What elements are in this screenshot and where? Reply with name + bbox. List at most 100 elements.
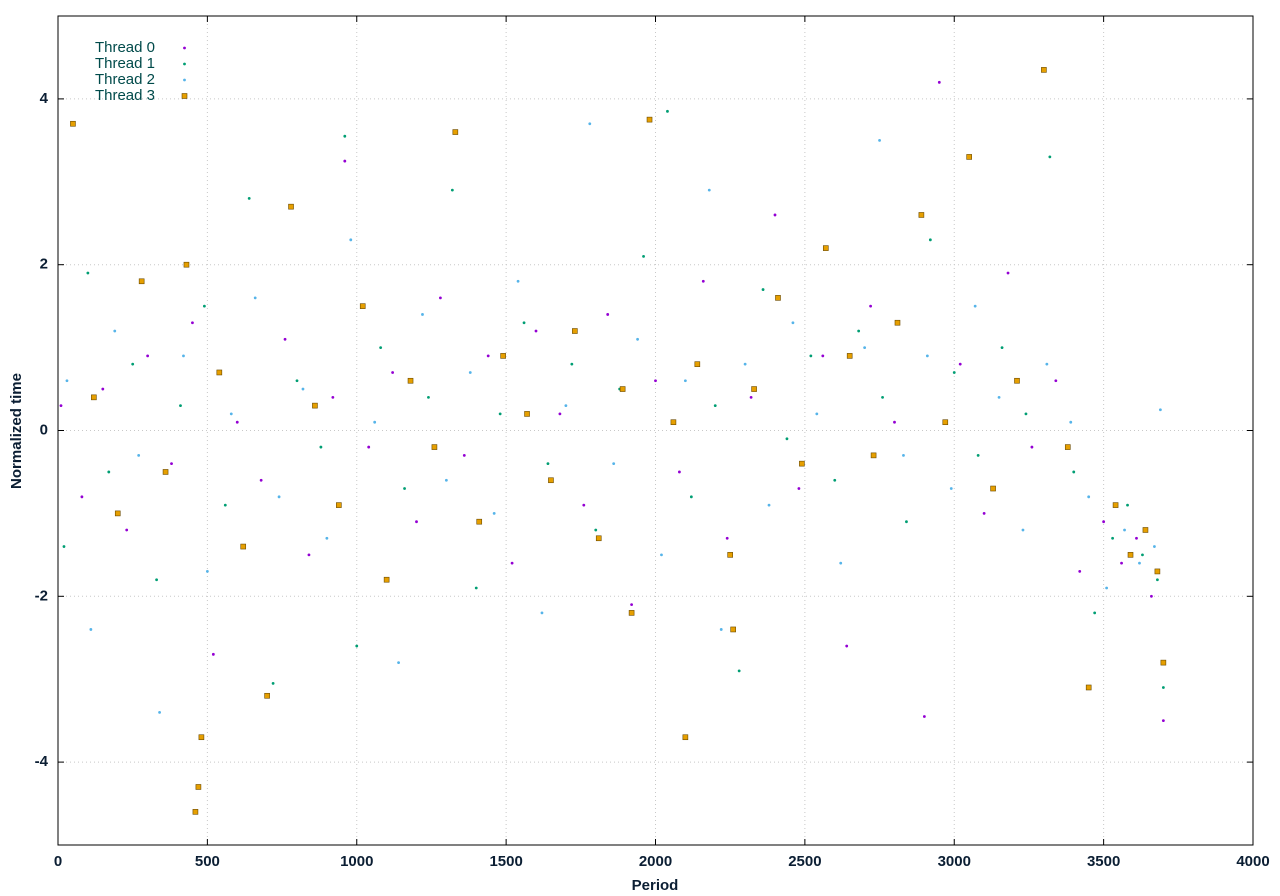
point — [942, 419, 949, 426]
y-tick-label: 2 — [40, 256, 48, 273]
point — [683, 379, 687, 383]
point — [468, 371, 472, 374]
point — [107, 470, 111, 474]
point — [660, 553, 663, 557]
point — [476, 518, 483, 525]
point — [1135, 536, 1138, 540]
point — [1030, 445, 1034, 449]
series-points — [62, 109, 1165, 689]
point — [191, 321, 194, 325]
point — [546, 462, 550, 466]
point — [247, 196, 251, 200]
point — [65, 379, 69, 383]
point — [524, 411, 530, 417]
point — [1041, 67, 1047, 73]
point — [973, 304, 977, 308]
point — [743, 362, 747, 366]
point — [925, 354, 929, 358]
point — [271, 681, 275, 685]
point — [630, 603, 633, 606]
point — [373, 420, 377, 424]
point — [1069, 420, 1073, 424]
point — [205, 570, 209, 573]
point — [170, 462, 173, 466]
point — [689, 495, 693, 499]
legend-label: Thread 1 — [95, 55, 155, 72]
point — [870, 452, 877, 459]
point — [486, 354, 490, 358]
x-tick-label: 2500 — [788, 853, 821, 870]
point — [893, 420, 896, 424]
point — [450, 188, 454, 192]
point — [809, 354, 813, 358]
point — [1126, 503, 1129, 507]
series-points — [59, 80, 1165, 723]
point — [719, 628, 723, 631]
point — [1120, 561, 1123, 565]
point — [1085, 684, 1092, 691]
point — [427, 395, 430, 399]
point — [958, 362, 962, 366]
x-tick-label: 3000 — [938, 853, 971, 870]
point — [301, 387, 305, 391]
point — [707, 188, 711, 192]
point — [331, 395, 335, 399]
point — [878, 138, 881, 142]
y-tick-label: 4 — [40, 90, 49, 107]
point — [162, 469, 169, 475]
series-points — [65, 122, 1162, 714]
point — [1000, 346, 1004, 349]
point — [336, 502, 342, 508]
point — [498, 412, 502, 416]
point — [846, 353, 853, 359]
point — [1141, 553, 1144, 557]
point — [1093, 611, 1097, 615]
series-points — [70, 67, 1167, 815]
point — [833, 478, 837, 482]
point — [288, 203, 294, 210]
point — [137, 453, 141, 457]
point — [799, 460, 805, 467]
legend-label: Thread 2 — [95, 71, 155, 88]
point — [70, 120, 76, 127]
point — [654, 379, 657, 383]
point — [312, 402, 318, 409]
point — [905, 520, 908, 524]
point — [264, 692, 270, 699]
point — [359, 303, 366, 309]
point — [138, 278, 145, 285]
point — [713, 404, 717, 408]
point — [857, 329, 861, 333]
point — [1156, 578, 1159, 582]
point — [619, 386, 626, 392]
legend-marker — [183, 62, 186, 66]
point — [540, 611, 544, 615]
point — [751, 386, 757, 392]
point — [391, 371, 394, 374]
point — [62, 545, 66, 548]
point — [101, 387, 105, 391]
point — [397, 661, 400, 665]
point — [791, 321, 795, 325]
point — [1138, 561, 1141, 565]
point — [775, 295, 781, 301]
point — [86, 271, 90, 275]
point — [431, 444, 438, 450]
point — [80, 495, 84, 499]
point — [89, 628, 93, 631]
point — [125, 528, 129, 532]
x-tick-label: 2000 — [639, 853, 672, 870]
point — [894, 319, 901, 326]
point — [1150, 594, 1153, 598]
point — [277, 495, 281, 499]
point — [572, 328, 578, 334]
y-tick-label: -2 — [35, 587, 48, 604]
point — [737, 669, 741, 673]
point — [785, 437, 789, 441]
point — [902, 453, 905, 457]
point — [767, 503, 771, 507]
point — [114, 510, 121, 517]
point — [594, 528, 598, 532]
point — [558, 412, 562, 416]
